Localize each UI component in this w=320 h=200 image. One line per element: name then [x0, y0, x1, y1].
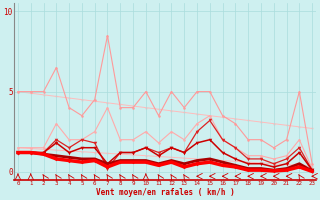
- X-axis label: Vent moyen/en rafales ( km/h ): Vent moyen/en rafales ( km/h ): [96, 188, 235, 197]
